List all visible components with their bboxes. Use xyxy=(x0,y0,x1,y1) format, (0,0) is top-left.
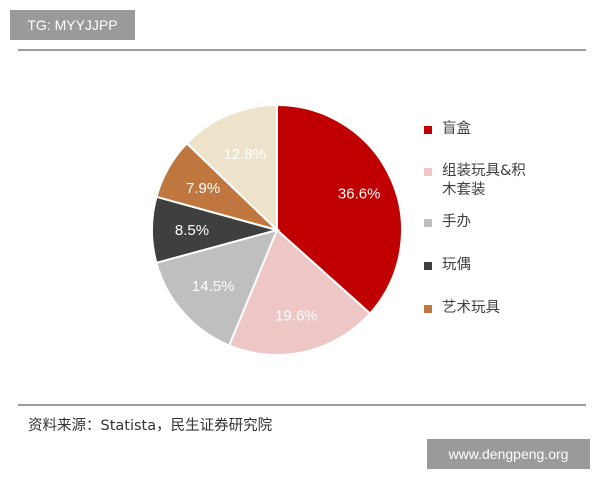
data-label: 12.8% xyxy=(223,146,266,163)
bottom-divider xyxy=(18,404,586,406)
legend-swatch xyxy=(424,262,432,270)
legend-item: 手办 xyxy=(424,213,552,232)
legend-swatch xyxy=(424,305,432,313)
data-label: 14.5% xyxy=(192,278,235,295)
legend-label: 艺术玩具 xyxy=(442,300,500,316)
slice-figures xyxy=(155,228,279,347)
data-label: 19.6% xyxy=(275,307,318,324)
data-label: 7.9% xyxy=(186,180,220,197)
data-label: 36.6% xyxy=(338,185,381,202)
legend-item: 艺术玩具 xyxy=(424,299,552,318)
legend-label: 盲盒 xyxy=(442,121,471,137)
legend-label: 手办 xyxy=(442,214,471,230)
source-note: 资料来源：Statista，民生证券研究院 xyxy=(28,418,273,434)
top-divider xyxy=(18,49,586,51)
legend-label: 玩偶 xyxy=(442,257,471,273)
legend-swatch xyxy=(424,219,432,227)
watermark-top: TG: MYYJJPP xyxy=(10,10,135,40)
watermark-bottom: www.dengpeng.org xyxy=(427,439,590,469)
data-label: 8.5% xyxy=(175,222,209,239)
legend-item: 组装玩具&积木套装 xyxy=(424,162,538,200)
legend-swatch xyxy=(424,168,432,176)
legend-item: 玩偶 xyxy=(424,256,552,275)
legend-item: 盲盒 xyxy=(424,120,552,139)
slice-other xyxy=(185,103,278,233)
slice-blind-box xyxy=(276,103,403,315)
legend-swatch xyxy=(424,126,432,134)
legend-label: 组装玩具&积木套装 xyxy=(442,163,526,198)
